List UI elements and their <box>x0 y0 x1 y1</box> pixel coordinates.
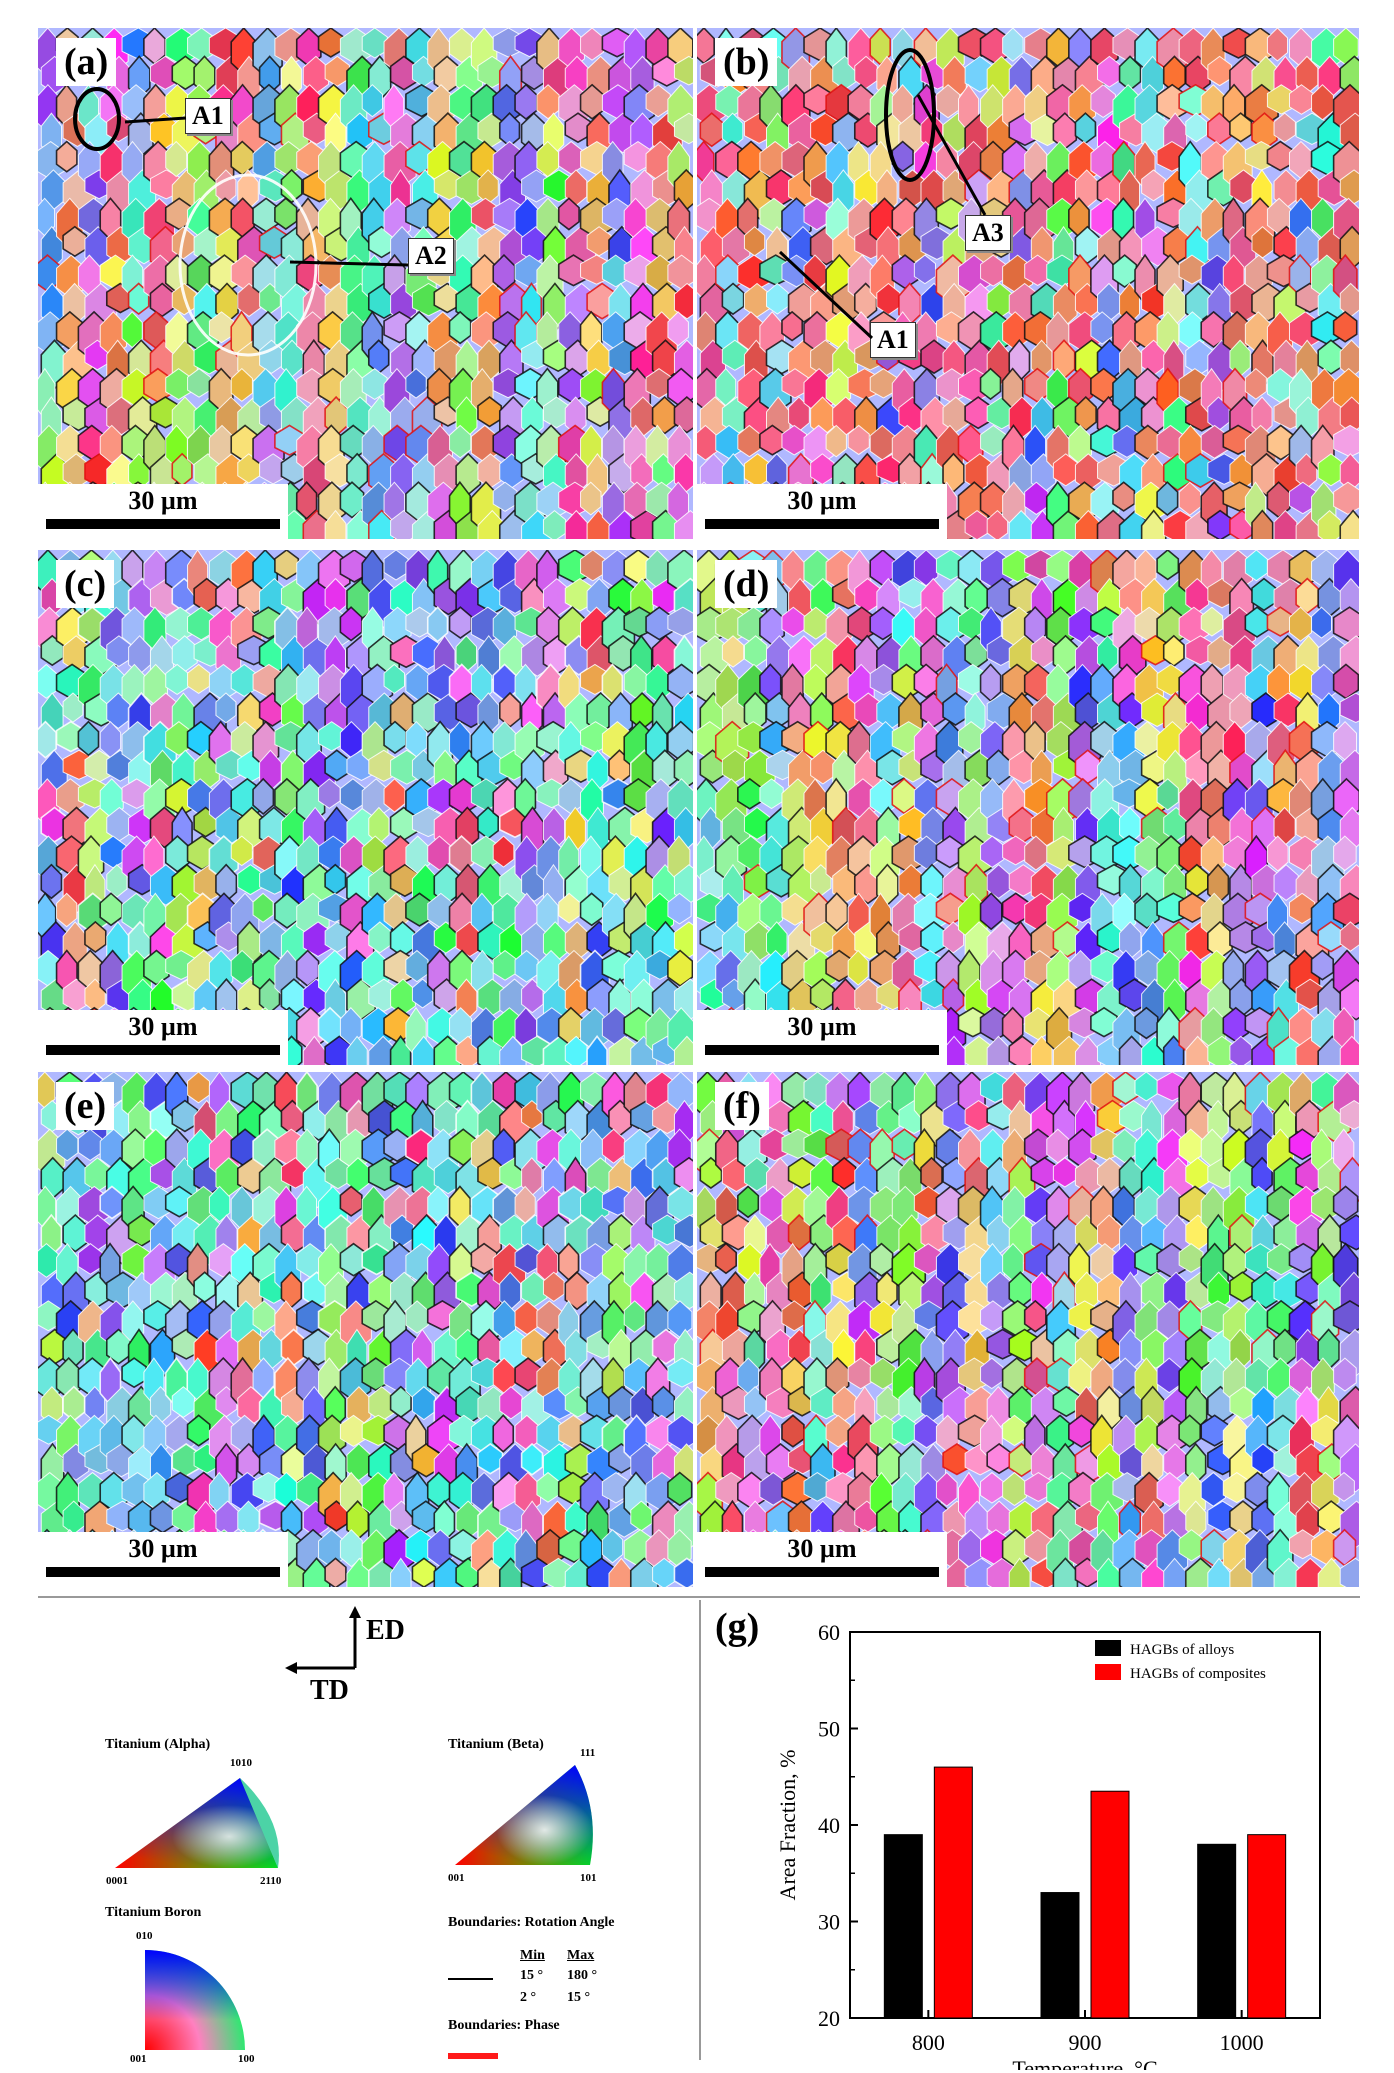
legend-boron-title: Titanium Boron <box>105 1905 202 1920</box>
y-tick-label: 50 <box>818 1717 840 1742</box>
x-tick-label: 800 <box>912 2030 945 2055</box>
bar-0-800 <box>883 1834 923 2019</box>
chart-panel-label: (g) <box>715 1606 760 1648</box>
bar-1-800 <box>933 1766 973 2019</box>
panel-label: (a) <box>56 38 117 86</box>
rotation-max-header: Max <box>567 1948 595 1963</box>
legend-swatch <box>1095 1664 1121 1680</box>
y-axis-label: Area Fraction, % <box>775 1750 800 1901</box>
rotation-row2-max: 15 ° <box>567 1990 591 2005</box>
ebsd-panel-a: (a) 30 µm <box>38 28 693 539</box>
scale-bar: 30 µm <box>38 484 288 539</box>
x-axis-label: Temperature, °C <box>1012 2056 1157 2070</box>
x-tick-label: 900 <box>1069 2030 1102 2055</box>
ipf-boron-corner-3: 010 <box>136 1930 153 1942</box>
orientation-map <box>38 550 693 1065</box>
legend-label: HAGBs of alloys <box>1130 1642 1234 1658</box>
phase-boundary-swatch <box>448 2053 498 2059</box>
rotation-min-header: Min <box>520 1948 545 1963</box>
bar-1-900 <box>1090 1790 1130 2019</box>
legend-label: HAGBs of composites <box>1130 1666 1266 1682</box>
orientation-map <box>38 1072 693 1587</box>
ipf-beta-corner-2: 101 <box>580 1872 597 1884</box>
ebsd-panel-d: (d) 30 µm <box>697 550 1359 1065</box>
rotation-row1-min: 15 ° <box>520 1968 544 1983</box>
hagb-bar-chart: 20 30 40 50 60 800 900 1000 Temperature, °C Area … <box>775 1620 1321 2070</box>
rotation-row2-min: 2 ° <box>520 1990 537 2005</box>
bar-0-900 <box>1040 1892 1080 2019</box>
orientation-map <box>697 550 1359 1065</box>
bar-1-1000 <box>1247 1834 1287 2019</box>
panel-label: (d) <box>715 560 778 608</box>
legend-swatch <box>1095 1640 1121 1656</box>
orientation-map <box>38 28 693 539</box>
scale-bar: 30 µm <box>697 1010 947 1065</box>
ipf-boron-corner-1: 001 <box>130 2053 147 2065</box>
ebsd-panel-f: (f) 30 µm <box>697 1072 1359 1587</box>
ipf-boron-key <box>145 1950 245 2050</box>
panel-label: (b) <box>715 38 778 86</box>
legend-rotation-title: Boundaries: Rotation Angle <box>448 1915 615 1930</box>
bar-0-1000 <box>1197 1843 1237 2019</box>
scale-bar: 30 µm <box>697 484 947 539</box>
ipf-alpha-corner-2: 2110 <box>260 1875 282 1887</box>
ebsd-panel-b: (b) 30 µm <box>697 28 1359 539</box>
callout-a1-panel-b: A1 <box>870 322 916 358</box>
y-tick-label: 40 <box>818 1813 840 1838</box>
orientation-map <box>697 28 1359 539</box>
rotation-row1-max: 180 ° <box>567 1968 598 1983</box>
scale-bar: 30 µm <box>38 1010 288 1065</box>
y-tick-label: 30 <box>818 1910 840 1935</box>
ipf-alpha-corner-3: 1010 <box>230 1757 252 1769</box>
boundary-line-black <box>448 1978 493 1980</box>
y-tick-label: 60 <box>818 1620 840 1645</box>
panel-label: (e) <box>56 1082 115 1130</box>
panel-label: (c) <box>56 560 115 608</box>
legend-beta-title: Titanium (Beta) <box>448 1737 544 1752</box>
ebsd-panel-c: (c) 30 µm <box>38 550 693 1065</box>
scale-bar: 30 µm <box>697 1532 947 1587</box>
x-tick-label: 1000 <box>1220 2030 1264 2055</box>
ipf-alpha-key <box>115 1778 279 1868</box>
ipf-boron-corner-2: 100 <box>238 2053 255 2065</box>
legend-alpha-title: Titanium (Alpha) <box>105 1737 211 1752</box>
callout-a1-panel-a: A1 <box>185 98 231 134</box>
y-tick-label: 20 <box>818 2006 840 2031</box>
callout-a2-panel-a: A2 <box>408 238 454 274</box>
orientation-map <box>697 1072 1359 1587</box>
axis-key-td: TD <box>310 1675 349 1706</box>
ebsd-panel-e: (e) 30 µm <box>38 1072 693 1587</box>
ipf-beta-key <box>455 1765 593 1865</box>
ipf-alpha-corner-1: 0001 <box>106 1875 128 1887</box>
legend-phase-title: Boundaries: Phase <box>448 2018 560 2033</box>
ipf-beta-corner-1: 001 <box>448 1872 465 1884</box>
scale-bar: 30 µm <box>38 1532 288 1587</box>
panel-label: (f) <box>715 1082 769 1130</box>
ipf-beta-corner-3: 111 <box>580 1747 596 1759</box>
axis-key-ed: ED <box>366 1615 405 1646</box>
callout-a3-panel-b: A3 <box>965 215 1011 251</box>
